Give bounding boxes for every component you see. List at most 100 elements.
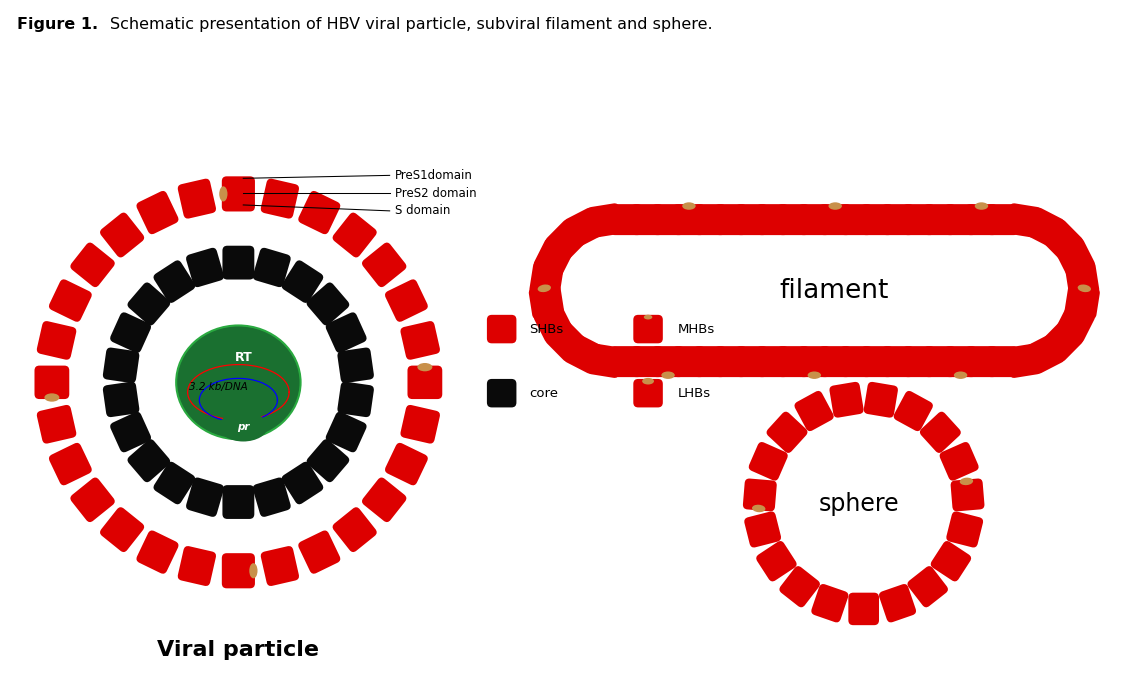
FancyBboxPatch shape <box>715 204 746 235</box>
FancyBboxPatch shape <box>221 176 255 212</box>
FancyBboxPatch shape <box>715 346 746 377</box>
FancyBboxPatch shape <box>894 391 933 431</box>
FancyBboxPatch shape <box>798 204 831 235</box>
FancyBboxPatch shape <box>966 346 998 377</box>
Ellipse shape <box>417 363 433 372</box>
FancyBboxPatch shape <box>326 412 366 453</box>
FancyBboxPatch shape <box>673 204 705 235</box>
Text: 3.2 kb/DNA: 3.2 kb/DNA <box>190 382 248 392</box>
Ellipse shape <box>537 284 551 292</box>
FancyBboxPatch shape <box>261 546 299 586</box>
FancyBboxPatch shape <box>1006 203 1042 237</box>
FancyBboxPatch shape <box>282 260 324 303</box>
FancyBboxPatch shape <box>223 485 254 519</box>
Text: PreS2 domain: PreS2 domain <box>395 187 477 199</box>
FancyBboxPatch shape <box>882 204 914 235</box>
FancyBboxPatch shape <box>187 477 224 517</box>
Text: PreS1domain: PreS1domain <box>395 169 472 182</box>
FancyBboxPatch shape <box>849 592 879 625</box>
FancyBboxPatch shape <box>487 315 516 343</box>
FancyBboxPatch shape <box>37 405 76 444</box>
FancyBboxPatch shape <box>812 584 849 622</box>
FancyBboxPatch shape <box>940 442 979 481</box>
FancyBboxPatch shape <box>35 365 70 399</box>
FancyBboxPatch shape <box>907 566 948 608</box>
FancyBboxPatch shape <box>487 379 516 408</box>
FancyBboxPatch shape <box>694 346 726 377</box>
FancyBboxPatch shape <box>307 439 350 482</box>
FancyBboxPatch shape <box>735 204 768 235</box>
FancyBboxPatch shape <box>840 204 872 235</box>
FancyBboxPatch shape <box>863 382 898 418</box>
FancyBboxPatch shape <box>743 479 777 511</box>
FancyBboxPatch shape <box>798 346 831 377</box>
FancyBboxPatch shape <box>49 280 92 322</box>
FancyBboxPatch shape <box>307 282 350 325</box>
FancyBboxPatch shape <box>71 242 115 287</box>
FancyBboxPatch shape <box>819 346 851 377</box>
FancyBboxPatch shape <box>1042 220 1084 261</box>
FancyBboxPatch shape <box>154 462 196 504</box>
FancyBboxPatch shape <box>49 443 92 485</box>
Ellipse shape <box>954 372 968 379</box>
FancyBboxPatch shape <box>756 541 797 581</box>
FancyBboxPatch shape <box>861 204 894 235</box>
FancyBboxPatch shape <box>735 346 768 377</box>
FancyBboxPatch shape <box>127 439 170 482</box>
FancyBboxPatch shape <box>744 511 781 547</box>
FancyBboxPatch shape <box>673 346 705 377</box>
FancyBboxPatch shape <box>819 204 851 235</box>
FancyBboxPatch shape <box>1006 343 1042 378</box>
FancyBboxPatch shape <box>986 346 1018 377</box>
FancyBboxPatch shape <box>400 405 439 444</box>
FancyBboxPatch shape <box>631 204 663 235</box>
FancyBboxPatch shape <box>103 381 139 417</box>
FancyBboxPatch shape <box>1025 208 1064 247</box>
Text: LHBs: LHBs <box>678 387 710 400</box>
FancyBboxPatch shape <box>931 541 971 581</box>
FancyBboxPatch shape <box>100 212 144 257</box>
FancyBboxPatch shape <box>830 382 863 418</box>
FancyBboxPatch shape <box>944 346 977 377</box>
FancyBboxPatch shape <box>545 220 587 261</box>
Ellipse shape <box>828 202 842 210</box>
Ellipse shape <box>960 477 973 485</box>
Text: core: core <box>529 387 558 400</box>
FancyBboxPatch shape <box>100 507 144 552</box>
FancyBboxPatch shape <box>103 347 139 383</box>
FancyBboxPatch shape <box>924 346 955 377</box>
FancyBboxPatch shape <box>633 315 663 343</box>
FancyBboxPatch shape <box>756 346 789 377</box>
FancyBboxPatch shape <box>534 238 573 278</box>
Ellipse shape <box>661 372 674 379</box>
FancyBboxPatch shape <box>986 204 1018 235</box>
FancyBboxPatch shape <box>110 412 151 453</box>
FancyBboxPatch shape <box>37 321 76 360</box>
FancyBboxPatch shape <box>326 312 366 353</box>
FancyBboxPatch shape <box>1055 238 1095 278</box>
FancyBboxPatch shape <box>756 204 789 235</box>
FancyBboxPatch shape <box>298 191 341 234</box>
FancyBboxPatch shape <box>386 280 428 322</box>
FancyBboxPatch shape <box>903 204 935 235</box>
Ellipse shape <box>752 504 765 512</box>
FancyBboxPatch shape <box>749 442 788 481</box>
FancyBboxPatch shape <box>924 204 955 235</box>
FancyBboxPatch shape <box>408 365 442 399</box>
FancyBboxPatch shape <box>1042 320 1084 361</box>
FancyBboxPatch shape <box>127 282 170 325</box>
FancyBboxPatch shape <box>534 303 573 343</box>
Text: MHBs: MHBs <box>678 322 715 336</box>
FancyBboxPatch shape <box>223 246 254 280</box>
Text: S domain: S domain <box>395 204 450 217</box>
FancyBboxPatch shape <box>71 477 115 522</box>
FancyBboxPatch shape <box>882 346 914 377</box>
FancyBboxPatch shape <box>767 412 807 453</box>
FancyBboxPatch shape <box>400 321 439 360</box>
FancyBboxPatch shape <box>879 584 916 622</box>
FancyBboxPatch shape <box>840 346 872 377</box>
Text: sphere: sphere <box>818 491 899 516</box>
FancyBboxPatch shape <box>253 248 291 287</box>
FancyBboxPatch shape <box>1064 284 1100 319</box>
FancyBboxPatch shape <box>529 262 563 298</box>
